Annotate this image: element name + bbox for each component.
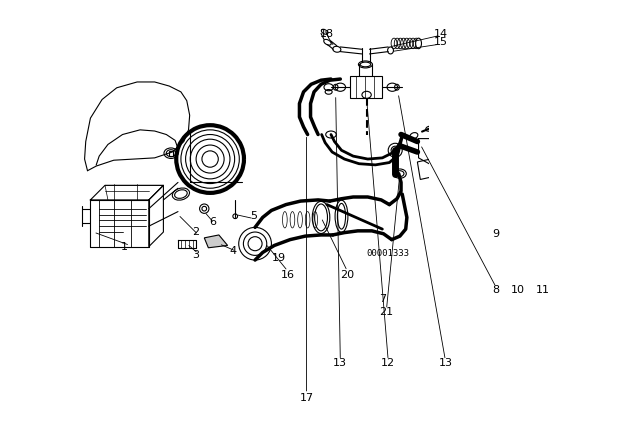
Polygon shape	[204, 235, 228, 248]
Polygon shape	[350, 76, 382, 98]
Text: 12: 12	[381, 358, 396, 368]
Text: 13: 13	[438, 358, 452, 368]
Text: 18: 18	[320, 29, 334, 39]
Text: 9: 9	[493, 229, 500, 239]
Text: 7: 7	[379, 294, 386, 304]
Text: 1: 1	[121, 241, 128, 252]
Text: 4: 4	[230, 246, 237, 256]
Polygon shape	[169, 151, 173, 155]
Text: 8: 8	[493, 285, 500, 295]
Text: 3: 3	[192, 250, 199, 260]
Text: 5: 5	[250, 211, 257, 221]
Text: 11: 11	[536, 285, 550, 295]
Text: 2: 2	[192, 227, 199, 237]
Text: 00001333: 00001333	[367, 249, 410, 258]
Text: 19: 19	[271, 253, 285, 263]
Polygon shape	[417, 156, 447, 180]
Text: 16: 16	[281, 270, 295, 280]
Text: 20: 20	[340, 270, 355, 280]
Text: 15: 15	[434, 37, 448, 47]
Ellipse shape	[415, 38, 422, 49]
Text: 6: 6	[209, 217, 216, 227]
Text: 13: 13	[333, 358, 348, 368]
Text: 10: 10	[511, 285, 525, 295]
Text: 17: 17	[300, 393, 314, 404]
Text: 14: 14	[434, 29, 448, 39]
Text: 21: 21	[380, 307, 394, 317]
